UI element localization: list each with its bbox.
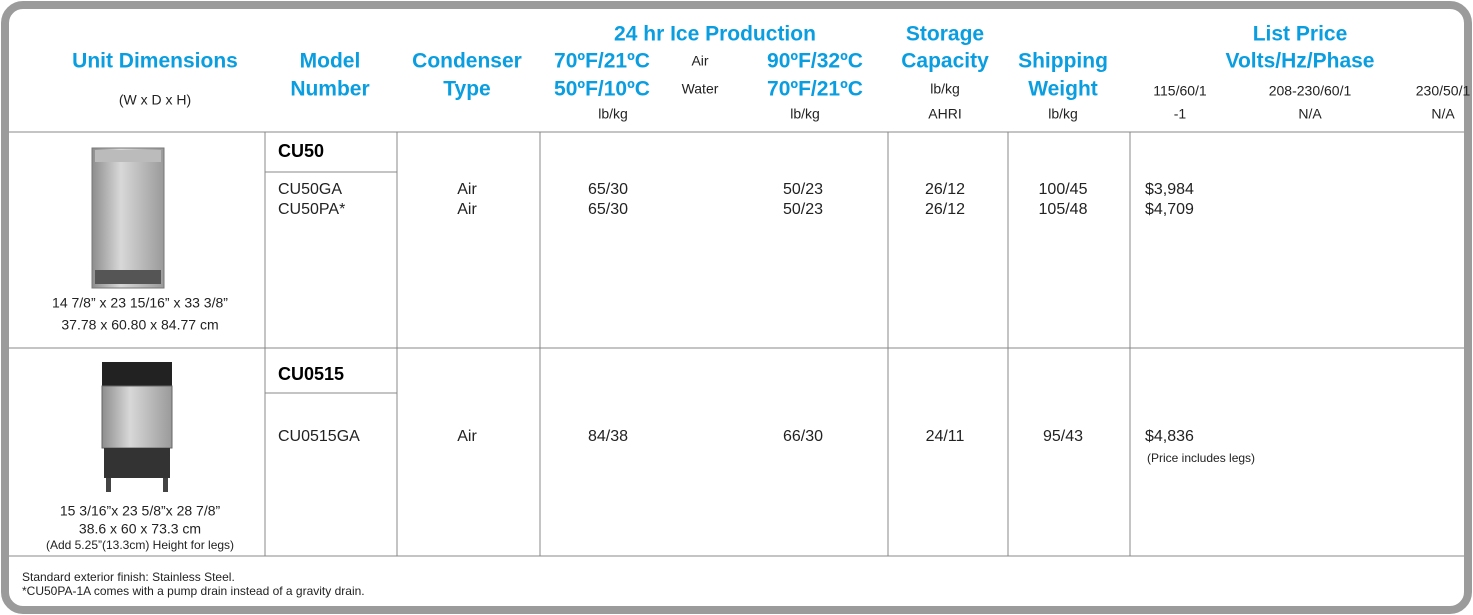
column-header: lb/kg bbox=[1048, 106, 1078, 122]
storage-capacity: 26/12 bbox=[925, 201, 965, 218]
price-note: (Price includes legs) bbox=[1147, 451, 1255, 465]
voltage-header: 230/50/1 bbox=[1416, 83, 1471, 99]
column-header: Number bbox=[290, 78, 369, 101]
shipping-weight: 100/45 bbox=[1039, 181, 1088, 198]
column-header: AHRI bbox=[928, 106, 961, 122]
ice-production: 66/30 bbox=[783, 428, 823, 445]
column-header: lb/kg bbox=[930, 81, 960, 97]
ice-production: 50/23 bbox=[783, 201, 823, 218]
model-number: CU0515GA bbox=[278, 428, 360, 445]
ice-production: 50/23 bbox=[783, 181, 823, 198]
voltage-header: N/A bbox=[1431, 106, 1455, 122]
ice-production: 65/30 bbox=[588, 201, 628, 218]
column-header: 70ºF/21ºC bbox=[554, 50, 650, 73]
list-price: $4,836 bbox=[1145, 428, 1194, 445]
column-header: 90ºF/32ºC bbox=[767, 50, 863, 73]
model-number: CU50GA bbox=[278, 181, 342, 198]
voltage-header: 208-230/60/1 bbox=[1269, 83, 1352, 99]
column-header: 24 hr Ice Production bbox=[614, 23, 816, 46]
list-price: $4,709 bbox=[1145, 201, 1194, 218]
column-header: lb/kg bbox=[790, 106, 820, 122]
column-header: Weight bbox=[1028, 78, 1098, 101]
column-header: 70ºF/21ºC bbox=[767, 78, 863, 101]
storage-capacity: 24/11 bbox=[926, 428, 965, 445]
footer-note: Standard exterior finish: Stainless Stee… bbox=[22, 570, 235, 584]
footer-note: *CU50PA-1A comes with a pump drain inste… bbox=[22, 584, 365, 598]
column-header: Air bbox=[691, 53, 708, 69]
product-image-cu50 bbox=[92, 148, 164, 288]
shipping-weight: 95/43 bbox=[1043, 428, 1083, 445]
column-header: (W x D x H) bbox=[119, 92, 191, 108]
column-header: Shipping bbox=[1018, 50, 1108, 73]
voltage-header: N/A bbox=[1298, 106, 1322, 122]
dimensions: 37.78 x 60.80 x 84.77 cm bbox=[61, 317, 218, 333]
product-image-cu0515 bbox=[102, 362, 172, 492]
series-name: CU0515 bbox=[278, 364, 344, 384]
ice-production: 84/38 bbox=[588, 428, 628, 445]
column-header: Storage bbox=[906, 23, 984, 46]
list-price: $3,984 bbox=[1145, 181, 1194, 198]
condenser-type: Air bbox=[457, 181, 477, 198]
series-name: CU50 bbox=[278, 141, 324, 161]
condenser-type: Air bbox=[457, 428, 477, 445]
column-header: List Price bbox=[1253, 23, 1348, 46]
dimensions: (Add 5.25”(13.3cm) Height for legs) bbox=[46, 538, 234, 552]
column-header: Model bbox=[300, 50, 361, 73]
column-header: Capacity bbox=[901, 50, 989, 73]
column-header: lb/kg bbox=[598, 106, 628, 122]
column-header: Volts/Hz/Phase bbox=[1226, 50, 1375, 73]
model-number: CU50PA* bbox=[278, 201, 345, 218]
voltage-header: -1 bbox=[1174, 106, 1187, 122]
condenser-type: Air bbox=[457, 201, 477, 218]
spec-sheet: Unit Dimensions (W x D x H) Model Number Con… bbox=[0, 0, 1473, 615]
dimensions: 14 7/8” x 23 15/16” x 33 3/8” bbox=[52, 295, 228, 311]
column-header: Water bbox=[682, 81, 719, 97]
column-header: Condenser bbox=[412, 50, 522, 73]
dimensions: 15 3/16”x 23 5/8”x 28 7/8” bbox=[60, 503, 221, 519]
voltage-header: 115/60/1 bbox=[1153, 83, 1207, 99]
column-header: 50ºF/10ºC bbox=[554, 78, 650, 101]
column-header: Type bbox=[443, 78, 490, 101]
column-header: Unit Dimensions bbox=[72, 50, 238, 73]
shipping-weight: 105/48 bbox=[1039, 201, 1088, 218]
dimensions: 38.6 x 60 x 73.3 cm bbox=[79, 521, 201, 537]
storage-capacity: 26/12 bbox=[925, 181, 965, 198]
ice-production: 65/30 bbox=[588, 181, 628, 198]
